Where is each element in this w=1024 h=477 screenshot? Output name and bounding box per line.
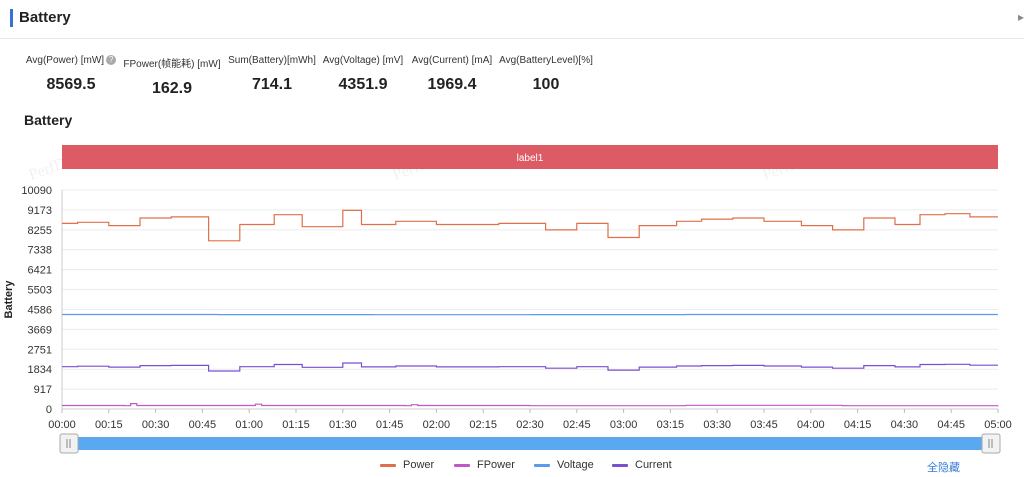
y-tick-label: 917	[34, 384, 52, 396]
x-tick-label: 03:15	[657, 419, 685, 431]
y-tick-label: 3669	[28, 324, 52, 336]
series-line-fpower[interactable]	[62, 403, 999, 407]
stat-value: 100	[532, 76, 560, 93]
x-tick-label: 00:45	[189, 419, 217, 431]
y-tick-label: 5503	[28, 285, 52, 297]
zoom-handle-left[interactable]	[59, 433, 79, 454]
hide-all-button[interactable]: 全隐藏	[927, 462, 960, 474]
header-accent-bar	[10, 9, 13, 27]
legend-swatch	[534, 463, 550, 467]
stat-label: Avg(Power) [mW]	[25, 55, 105, 66]
stat-avg-voltage: Avg(Voltage) [mV] 4351.9	[320, 55, 406, 94]
y-tick-label: 1834	[28, 364, 52, 376]
stat-value: 1969.4	[427, 76, 477, 93]
stat-value: 4351.9	[338, 76, 388, 93]
x-tick-label: 01:00	[235, 419, 263, 431]
category-band[interactable]	[62, 145, 998, 169]
y-tick-label: 6421	[28, 265, 52, 277]
x-tick-label: 00:30	[142, 419, 170, 431]
x-tick-label: 03:30	[703, 419, 731, 431]
legend-swatch	[612, 463, 628, 467]
legend-label: FPower	[477, 459, 515, 471]
stat-value: 162.9	[151, 80, 193, 97]
stat-avg-power: Avg(Power) [mW]? 8569.5	[22, 55, 120, 94]
y-tick-label: 7338	[28, 245, 52, 257]
x-tick-label: 04:00	[797, 419, 825, 431]
x-tick-label: 02:00	[423, 419, 451, 431]
x-tick-label: 03:45	[750, 419, 778, 431]
y-tick-label: 10090	[21, 185, 52, 197]
x-tick-label: 04:45	[937, 419, 965, 431]
stat-avg-battery-level: Avg(BatteryLevel)[%] 100	[498, 55, 594, 94]
legend-label: Voltage	[557, 459, 594, 471]
question-circle-icon[interactable]: ?	[106, 55, 117, 66]
stat-label: Avg(Voltage) [mV]	[322, 55, 404, 66]
stat-value: 714.1	[251, 76, 293, 93]
x-tick-label: 01:45	[376, 419, 404, 431]
chart-title: Battery	[24, 112, 73, 128]
zoom-slider-range[interactable]	[70, 437, 990, 450]
series-line-current[interactable]	[62, 362, 998, 372]
x-tick-label: 02:15	[469, 419, 497, 431]
x-tick-label: 01:30	[329, 419, 357, 431]
y-tick-label: 8255	[28, 225, 52, 237]
legend-item-fpower[interactable]: FPower	[454, 459, 515, 471]
stat-sum-battery: Sum(Battery)[mWh] 714.1	[224, 55, 320, 94]
legend-item-voltage[interactable]: Voltage	[534, 459, 594, 471]
section-header: Battery ▸	[0, 0, 1024, 39]
stat-label: Avg(BatteryLevel)[%]	[499, 55, 593, 66]
y-tick-label: 9173	[28, 205, 52, 217]
stat-label: FPower(帧能耗) [mW]	[123, 59, 221, 70]
y-tick-label: 2751	[28, 344, 52, 356]
collapse-icon[interactable]: ▸	[1017, 10, 1024, 24]
series-line-power[interactable]	[62, 209, 998, 242]
stat-label: Sum(Battery)[mWh]	[228, 55, 316, 66]
y-tick-label: 4586	[28, 304, 52, 316]
stats-row: Avg(Power) [mW]? 8569.5 FPower(帧能耗) [mW]…	[0, 55, 1024, 100]
legend-item-power[interactable]: Power	[380, 459, 434, 471]
legend-label: Current	[635, 459, 672, 471]
stat-fpower: FPower(帧能耗) [mW] 162.9	[122, 55, 222, 98]
legend-item-current[interactable]: Current	[612, 459, 672, 471]
category-band-label: label1	[517, 153, 544, 164]
x-tick-label: 05:00	[984, 419, 1012, 431]
x-tick-label: 04:30	[891, 419, 919, 431]
x-tick-label: 03:00	[610, 419, 638, 431]
legend-swatch	[380, 463, 396, 467]
section-title: Battery	[19, 9, 71, 26]
x-tick-label: 00:15	[95, 419, 123, 431]
x-tick-label: 02:30	[516, 419, 544, 431]
zoom-handle-right[interactable]	[981, 433, 1001, 454]
x-tick-label: 04:15	[844, 419, 872, 431]
y-tick-label: 0	[46, 404, 52, 416]
x-tick-label: 00:00	[48, 419, 76, 431]
y-axis-label: Battery	[3, 280, 15, 319]
legend-swatch	[454, 463, 470, 467]
stat-avg-current: Avg(Current) [mA] 1969.4	[410, 55, 494, 94]
stat-label: Avg(Current) [mA]	[411, 55, 493, 66]
stat-value: 8569.5	[46, 76, 96, 93]
x-tick-label: 02:45	[563, 419, 591, 431]
x-tick-label: 01:15	[282, 419, 310, 431]
legend-label: Power	[403, 459, 435, 471]
